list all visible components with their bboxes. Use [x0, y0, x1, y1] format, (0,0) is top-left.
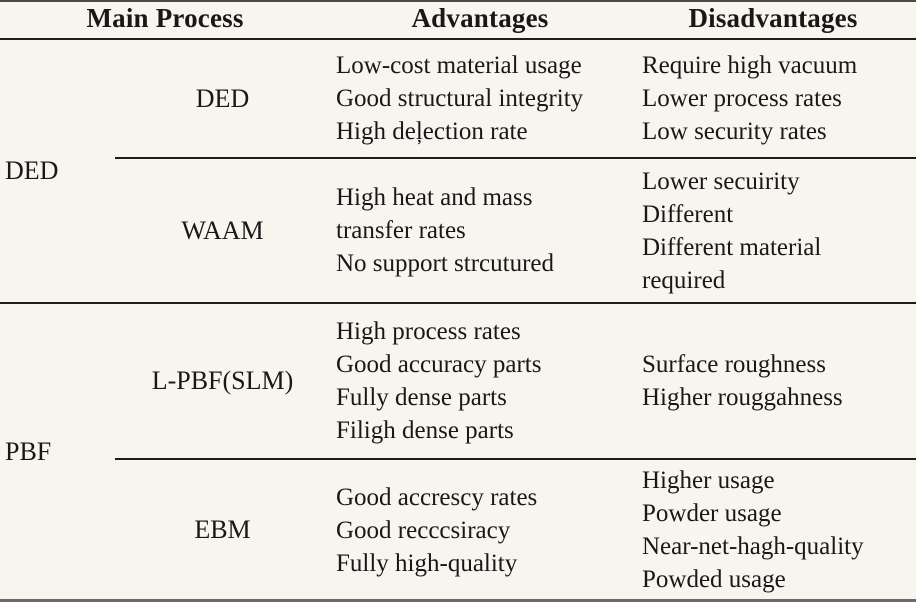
disadvantages-cell: Lower secuirity Different Different materi…: [630, 159, 916, 302]
disadvantage-line: Near-net-hagh-quality: [642, 533, 864, 560]
group-label-pbf: PBF: [5, 437, 52, 466]
table-body: DED DED Low-cost material usage Good struct…: [0, 40, 916, 599]
advantage-line: Filigh dense parts: [336, 417, 514, 444]
disadvantage-line: Different material: [642, 233, 822, 261]
disadvantage-line: Higher usage: [642, 467, 775, 494]
advantage-line: Fully high-quality: [336, 549, 518, 577]
advantage-line: transfer rates: [336, 217, 466, 244]
advantage-line: Good accuracy parts: [336, 351, 542, 378]
advantages-cell: Low-cost material usage Good structural i…: [330, 40, 630, 157]
table-row-waam: WAAM High heat and mass transfer rates No s…: [115, 157, 916, 302]
advantage-line: Low-cost material usage: [336, 52, 582, 79]
disadvantage-line: Powder usage: [642, 500, 782, 527]
process-cell: EBM: [194, 515, 251, 544]
table-row-ebm: EBM Good accrescy rates Good recccsiracy Fu…: [115, 458, 916, 599]
disadvantage-line: Different: [642, 200, 734, 228]
advantages-cell: High heat and mass transfer rates No suppo…: [330, 159, 630, 302]
disadvantages-cell: Surface roughness Higher rouggahness: [630, 304, 916, 458]
process-group-ded: DED DED Low-cost material usage Good struct…: [0, 40, 916, 302]
table-row-l-pbf(slm): L-PBF(SLM) High process rates Good accurac…: [115, 304, 916, 458]
header-disadvantages: Disadvantages: [688, 2, 858, 33]
disadvantage-line: Low security rates: [642, 118, 827, 145]
advantage-line: High deļection rate: [336, 118, 528, 145]
group-rows: L-PBF(SLM) High process rates Good accurac…: [115, 304, 916, 599]
group-label-ded: DED: [5, 156, 59, 185]
disadvantage-line: Surface roughness: [642, 351, 826, 378]
disadvantage-line: Powded usage: [642, 566, 786, 593]
disadvantage-line: Lower secuirity: [642, 167, 800, 195]
header-advantages: Advantages: [411, 2, 549, 33]
advantage-line: High heat and mass: [336, 184, 533, 211]
process-cell: DED: [195, 83, 250, 113]
advantages-cell: Good accrescy rates Good recccsiracy Fully…: [330, 460, 630, 599]
advantage-line: Good recccsiracy: [336, 516, 511, 544]
disadvantages-cell: Higher usage Powder usage Near-net-hagh-qu…: [630, 460, 916, 599]
disadvantage-line: Higher rouggahness: [642, 384, 843, 411]
process-cell: L-PBF(SLM): [151, 366, 294, 395]
disadvantage-line: required: [642, 266, 726, 294]
process-group-pbf: PBF L-PBF(SLM) High process rates Good accu…: [0, 302, 916, 599]
advantage-line: Good structural integrity: [336, 85, 584, 112]
disadvantage-line: Lower process rates: [642, 85, 842, 112]
advantage-line: High process rates: [336, 318, 521, 345]
group-rows: DED Low-cost material usage Good structura…: [115, 40, 916, 302]
advantages-cell: High process rates Good accuracy parts Ful…: [330, 304, 630, 458]
advantage-line: No support strcutured: [336, 250, 555, 277]
advantage-line: Good accrescy rates: [336, 483, 538, 511]
disadvantages-cell: Require high vacuum Lower process rates Lo…: [630, 40, 916, 157]
disadvantage-line: Require high vacuum: [642, 52, 858, 79]
table-row-ded: DED Low-cost material usage Good structura…: [115, 40, 916, 157]
process-cell: WAAM: [181, 215, 264, 245]
table-header-row: Main Process Advantages Disadvantages: [0, 2, 916, 40]
advantage-line: Fully dense parts: [336, 384, 507, 411]
header-main-process: Main Process: [86, 2, 244, 33]
